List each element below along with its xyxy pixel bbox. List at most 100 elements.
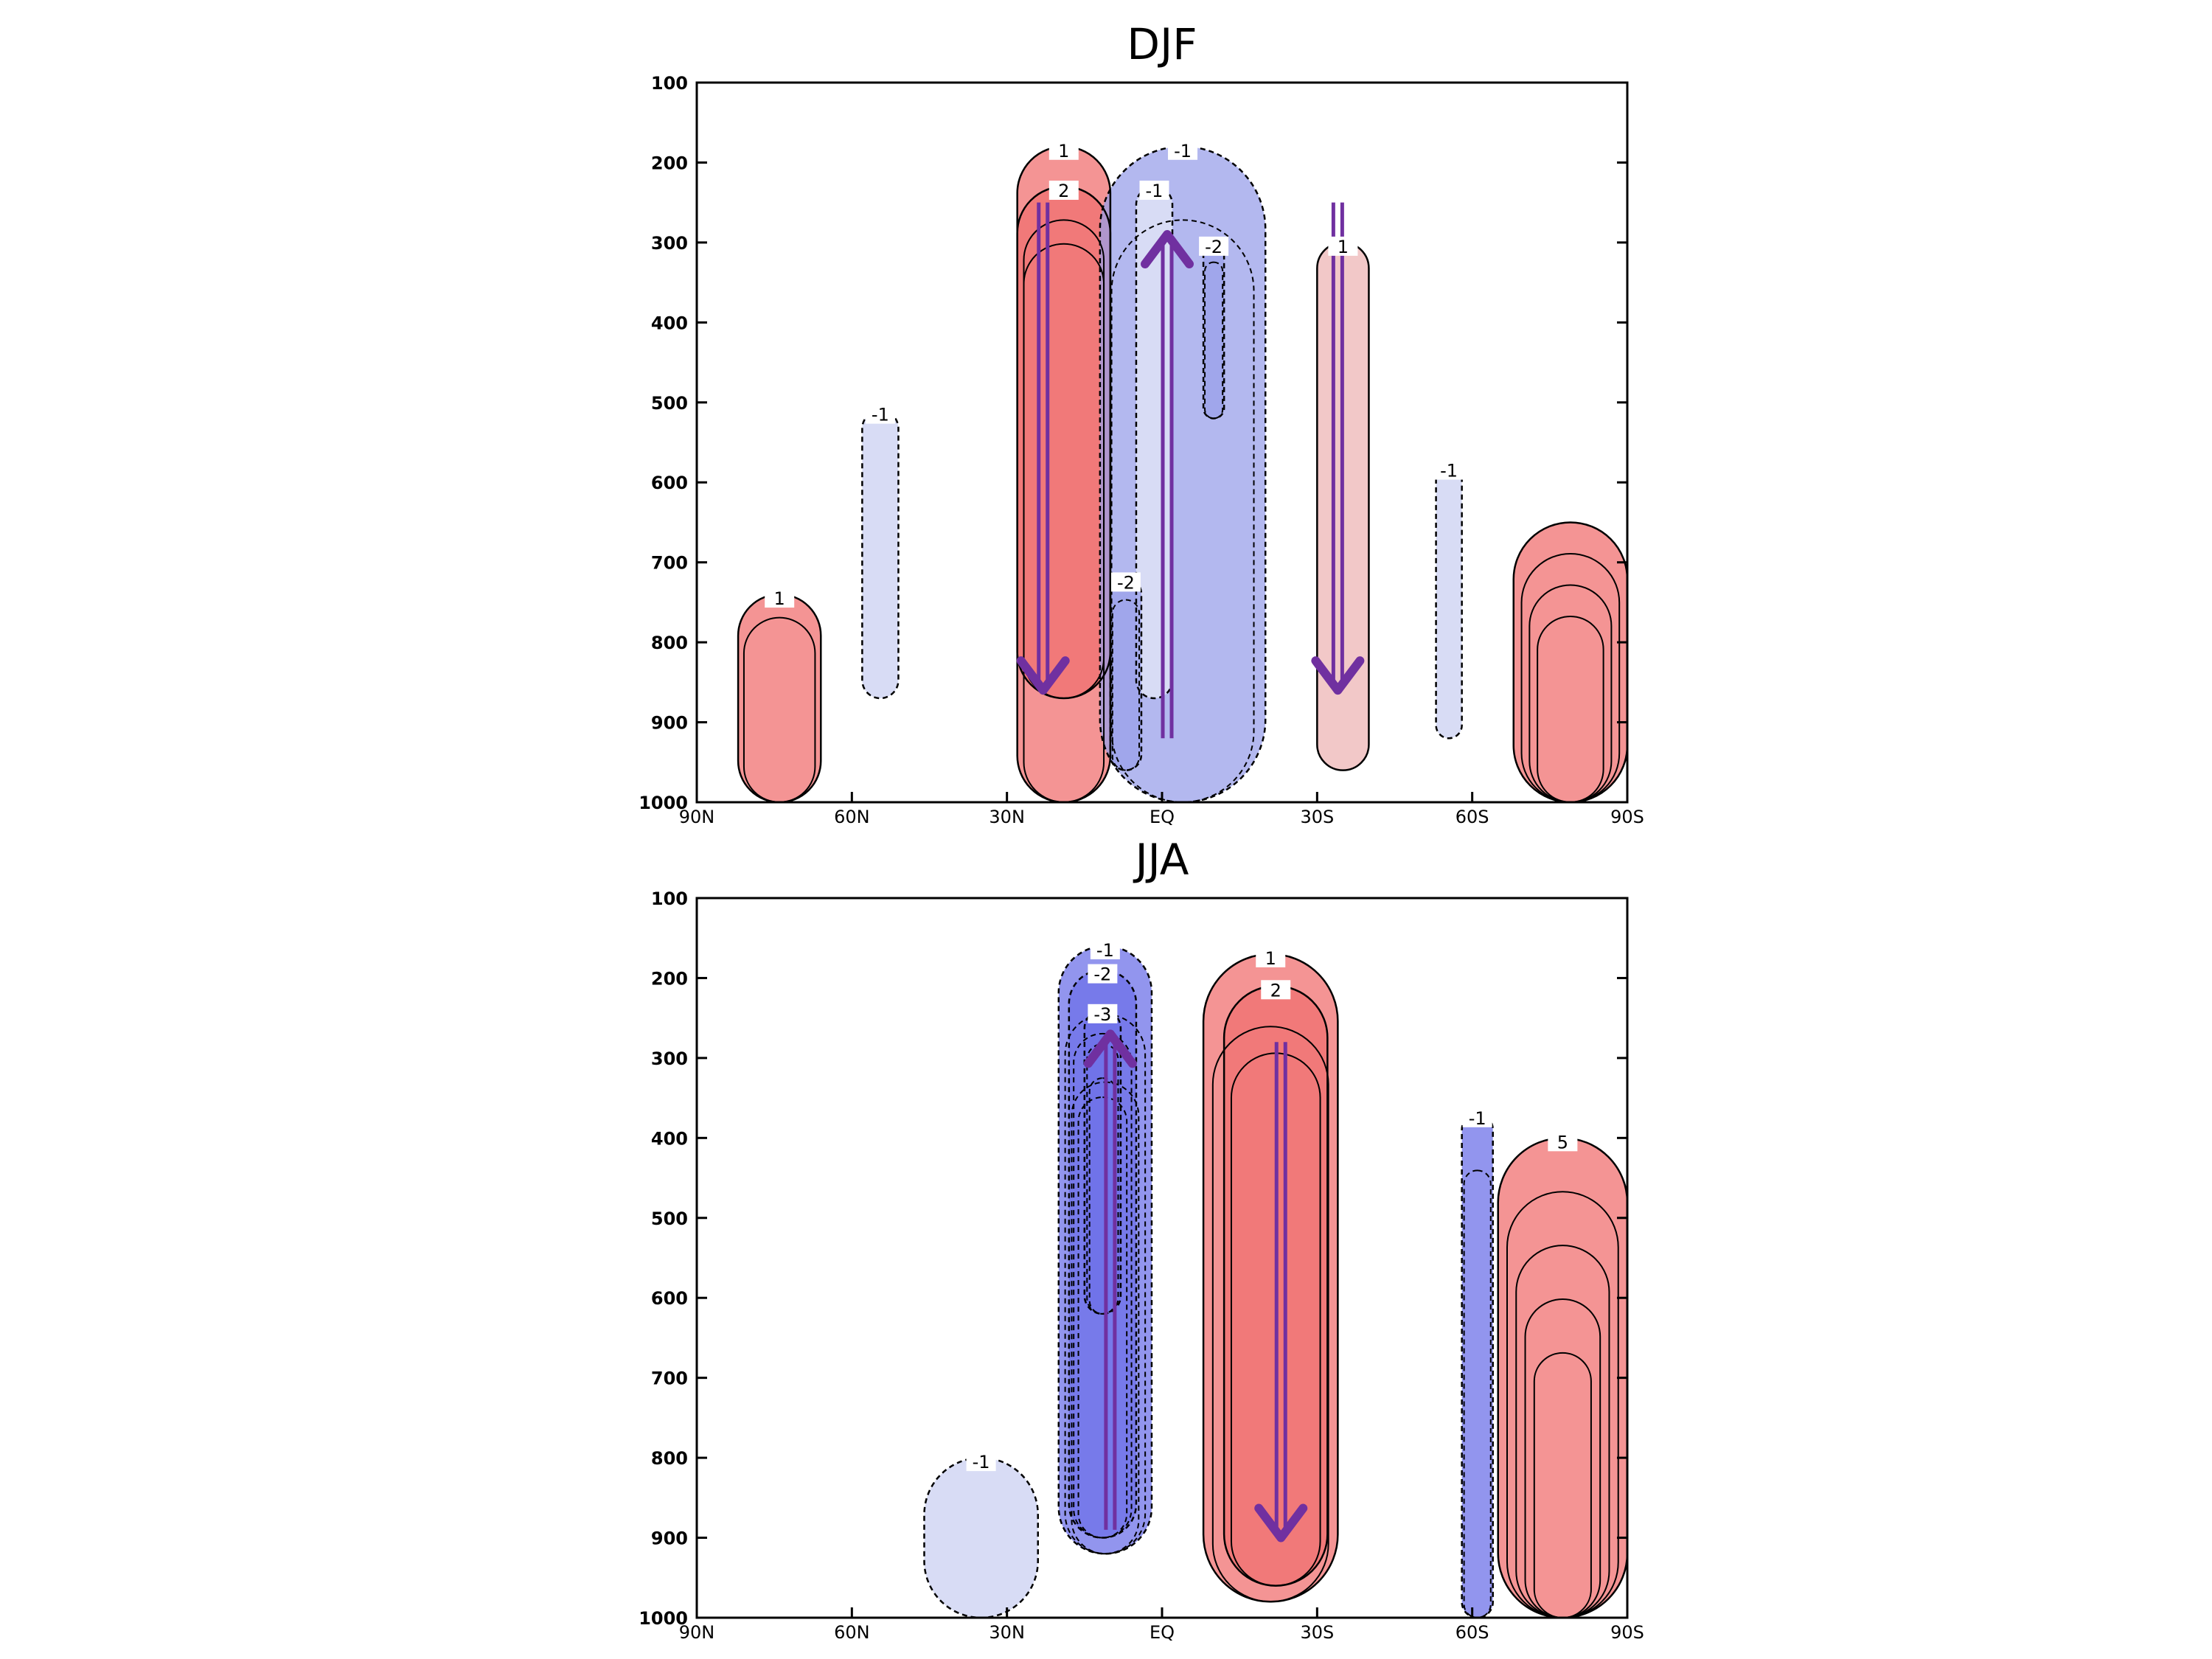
djf-x-tick-label: 30N <box>989 807 1025 827</box>
djf-contour-fill <box>1110 578 1141 771</box>
djf-y-tick-label: 1000 <box>639 793 688 813</box>
djf-contour-label-bg <box>1434 460 1464 480</box>
djf-contour-label-bg <box>1328 236 1358 256</box>
jja-contour-fill <box>1461 1113 1493 1618</box>
djf-contour-label: 1 <box>1338 237 1349 257</box>
djf-x-tick-label: 30S <box>1300 807 1334 827</box>
djf-contour-label: -1 <box>1174 141 1192 161</box>
jja-contour-fill <box>1084 1009 1121 1314</box>
djf-x-tick-label: EQ <box>1150 807 1175 827</box>
jja-x-axis: 90N 60N 30N EQ 30S 60S 90S <box>679 1607 1644 1643</box>
jja-contour-label-bg <box>966 1452 996 1472</box>
djf-contour-label: 2 <box>1058 181 1069 201</box>
jja-contour-fills <box>924 946 1627 1618</box>
jja-x-tick-label: 30S <box>1300 1622 1334 1643</box>
jja-contour-line-inner <box>1077 1096 1128 1539</box>
djf-y-tick-label: 500 <box>651 393 688 414</box>
jja-contour-fill <box>924 1458 1038 1618</box>
jja-y-axis: 100 200 300 400 500 600 700 800 900 1000 <box>639 888 1627 1629</box>
jja-arrow-head <box>1083 1029 1137 1068</box>
djf-contour-label-bg <box>1139 180 1169 200</box>
jja-contour-label-bg <box>1090 940 1120 960</box>
jja-contour-line-inner <box>1211 1026 1329 1603</box>
jja-contour-label-bg <box>1261 980 1291 1000</box>
jja-contour-label: -3 <box>1093 1004 1111 1025</box>
jja-contour-fill <box>1498 1138 1627 1618</box>
jja-x-tick-label: EQ <box>1150 1622 1175 1643</box>
jja-contour-line-inner <box>1533 1352 1592 1618</box>
djf-contour-fill <box>1203 242 1225 419</box>
jja-y-tick-label: 900 <box>651 1528 688 1549</box>
djf-contour-line <box>1512 521 1627 802</box>
djf-arrow-head <box>1016 656 1070 695</box>
djf-contour-label: 1 <box>774 588 785 609</box>
jja-panel: JJA -1 -2 -3 1 2 -1 -1 5 100 200 300 400 500 600 700 8… <box>639 835 1644 1643</box>
jja-contour-label-bg <box>1462 1107 1492 1127</box>
djf-contour-line-inner <box>1528 584 1613 802</box>
jja-contour-label-bg <box>1256 947 1286 967</box>
djf-panel: DJF 1 2 -1 -1 -2 -2 1 -1 -1 1 100 200 300 400 500 600 7… <box>639 19 1644 827</box>
jja-contour-labels: -1 -2 -3 1 2 -1 -1 5 <box>966 940 1578 1472</box>
djf-contour-label-bg <box>1168 140 1198 160</box>
jja-contour-label-bg <box>1548 1132 1578 1152</box>
djf-y-tick-label: 300 <box>651 233 688 254</box>
jja-y-tick-label: 200 <box>651 968 688 989</box>
djf-contour-label-bg <box>1048 180 1079 200</box>
jja-y-tick-label: 600 <box>651 1288 688 1309</box>
djf-contour-line-inner <box>1204 261 1224 420</box>
jja-contour-label: 5 <box>1557 1132 1568 1152</box>
djf-contour-label: 1 <box>1058 141 1069 161</box>
jja-y-tick-label: 1000 <box>639 1608 688 1629</box>
djf-x-tick-label: 90S <box>1610 807 1644 827</box>
djf-y-tick-label: 100 <box>651 73 688 94</box>
jja-y-tick-label: 500 <box>651 1208 688 1229</box>
jja-contour-line-inner <box>1506 1191 1619 1618</box>
jja-y-tick-label: 400 <box>651 1128 688 1149</box>
djf-contour-label: -2 <box>1205 237 1222 257</box>
jja-x-tick-label: 90S <box>1610 1622 1644 1643</box>
jja-contour-label: 2 <box>1270 980 1281 1001</box>
djf-x-tick-label: 60N <box>834 807 870 827</box>
jja-panel-title: JJA <box>1133 835 1189 885</box>
jja-x-tick-label: 90N <box>679 1622 715 1643</box>
djf-contour-fill <box>738 594 821 802</box>
djf-y-tick-label: 600 <box>651 473 688 493</box>
jja-y-tick-label: 100 <box>651 888 688 909</box>
djf-y-tick-label: 800 <box>651 633 688 653</box>
djf-contour-fill <box>1513 522 1627 802</box>
jja-x-tick-label: 30N <box>989 1622 1025 1643</box>
djf-contour-label-bg <box>865 404 895 424</box>
djf-contour-line-inner <box>1110 219 1255 802</box>
djf-contour-fill <box>1017 186 1110 699</box>
djf-x-axis: 90N 60N 30N EQ 30S 60S 90S <box>679 792 1644 827</box>
djf-x-tick-label: 90N <box>679 807 715 827</box>
djf-y-tick-label: 700 <box>651 553 688 574</box>
jja-contour-line-inner <box>1073 1032 1133 1539</box>
jja-contour-label-bg <box>1088 1004 1118 1023</box>
djf-contour-label: -1 <box>1146 181 1164 201</box>
djf-contour-label: -1 <box>1440 461 1458 481</box>
jja-x-tick-label: 60S <box>1455 1622 1489 1643</box>
djf-contour-label-bg <box>1199 236 1229 256</box>
jja-contour-label: -1 <box>1469 1108 1486 1129</box>
djf-contour-line-inner <box>1111 599 1141 771</box>
jja-y-tick-label: 800 <box>651 1448 688 1469</box>
jja-y-tick-label: 300 <box>651 1048 688 1069</box>
jja-contour-label: -1 <box>973 1452 990 1472</box>
djf-arrow-head <box>1141 230 1194 269</box>
djf-contour-fill <box>1436 466 1462 739</box>
jja-contour-label: -2 <box>1093 964 1111 985</box>
djf-x-tick-label: 60S <box>1455 807 1489 827</box>
jja-y-tick-label: 700 <box>651 1368 688 1389</box>
djf-contour-label-bg <box>765 588 795 608</box>
djf-contour-line-inner <box>1023 243 1105 700</box>
djf-y-tick-label: 900 <box>651 713 688 734</box>
djf-y-tick-label: 200 <box>651 153 688 173</box>
djf-arrow-head <box>1311 656 1365 695</box>
djf-contour-label: -1 <box>872 405 889 425</box>
djf-contour-fill <box>862 410 899 699</box>
djf-contour-label: -2 <box>1117 572 1135 593</box>
djf-y-axis: 100 200 300 400 500 600 700 800 900 1000 <box>639 73 1627 813</box>
djf-y-tick-label: 400 <box>651 313 688 333</box>
jja-circulation-arrows <box>1083 1029 1308 1543</box>
